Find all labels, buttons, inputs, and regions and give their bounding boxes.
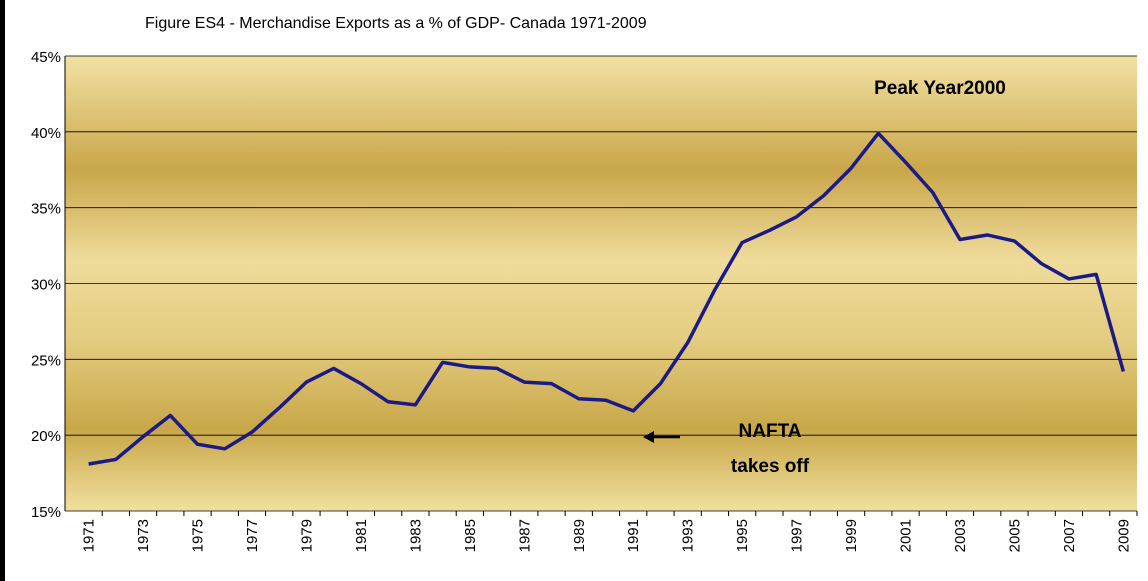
x-tick-label: 1995: [734, 519, 751, 552]
x-tick-label: 1985: [462, 519, 479, 552]
x-tick-label: 2009: [1115, 519, 1132, 552]
x-tick-label: 1991: [625, 519, 642, 552]
x-tick-label: 1975: [190, 519, 207, 552]
x-tick-label: 2005: [1006, 519, 1023, 552]
x-tick-label: 1971: [81, 519, 98, 552]
x-tick-label: 1973: [135, 519, 152, 552]
x-tick-label: 1999: [843, 519, 860, 552]
x-tick-label: 1987: [516, 519, 533, 552]
annotation: Peak Year2000: [874, 78, 1006, 99]
x-tick-label: 1981: [353, 519, 370, 552]
x-tick-label: 1979: [298, 519, 315, 552]
annotation-arrowhead: [643, 431, 654, 443]
y-tick-label: 45%: [31, 49, 61, 66]
annotation: takes off: [731, 456, 810, 477]
y-tick-label: 20%: [31, 428, 61, 445]
x-tick-label: 2003: [952, 519, 969, 552]
x-tick-label: 1983: [407, 519, 424, 552]
y-tick-label: 30%: [31, 277, 61, 294]
chart-title: Figure ES4 - Merchandise Exports as a % …: [145, 15, 647, 32]
left-border: [0, 0, 5, 581]
x-tick-label: 2001: [898, 519, 915, 552]
y-tick-label: 25%: [31, 352, 61, 369]
x-tick-label: 1993: [680, 519, 697, 552]
y-tick-label: 40%: [31, 125, 61, 142]
x-tick-label: 1977: [244, 519, 261, 552]
line-series: [88, 131, 1126, 466]
annotation: NAFTA: [739, 421, 802, 442]
x-tick-label: 2007: [1061, 519, 1078, 552]
x-tick-label: 1989: [571, 519, 588, 552]
y-tick-label: 15%: [31, 504, 61, 521]
x-tick-label: 1997: [789, 519, 806, 552]
y-tick-label: 35%: [31, 201, 61, 218]
